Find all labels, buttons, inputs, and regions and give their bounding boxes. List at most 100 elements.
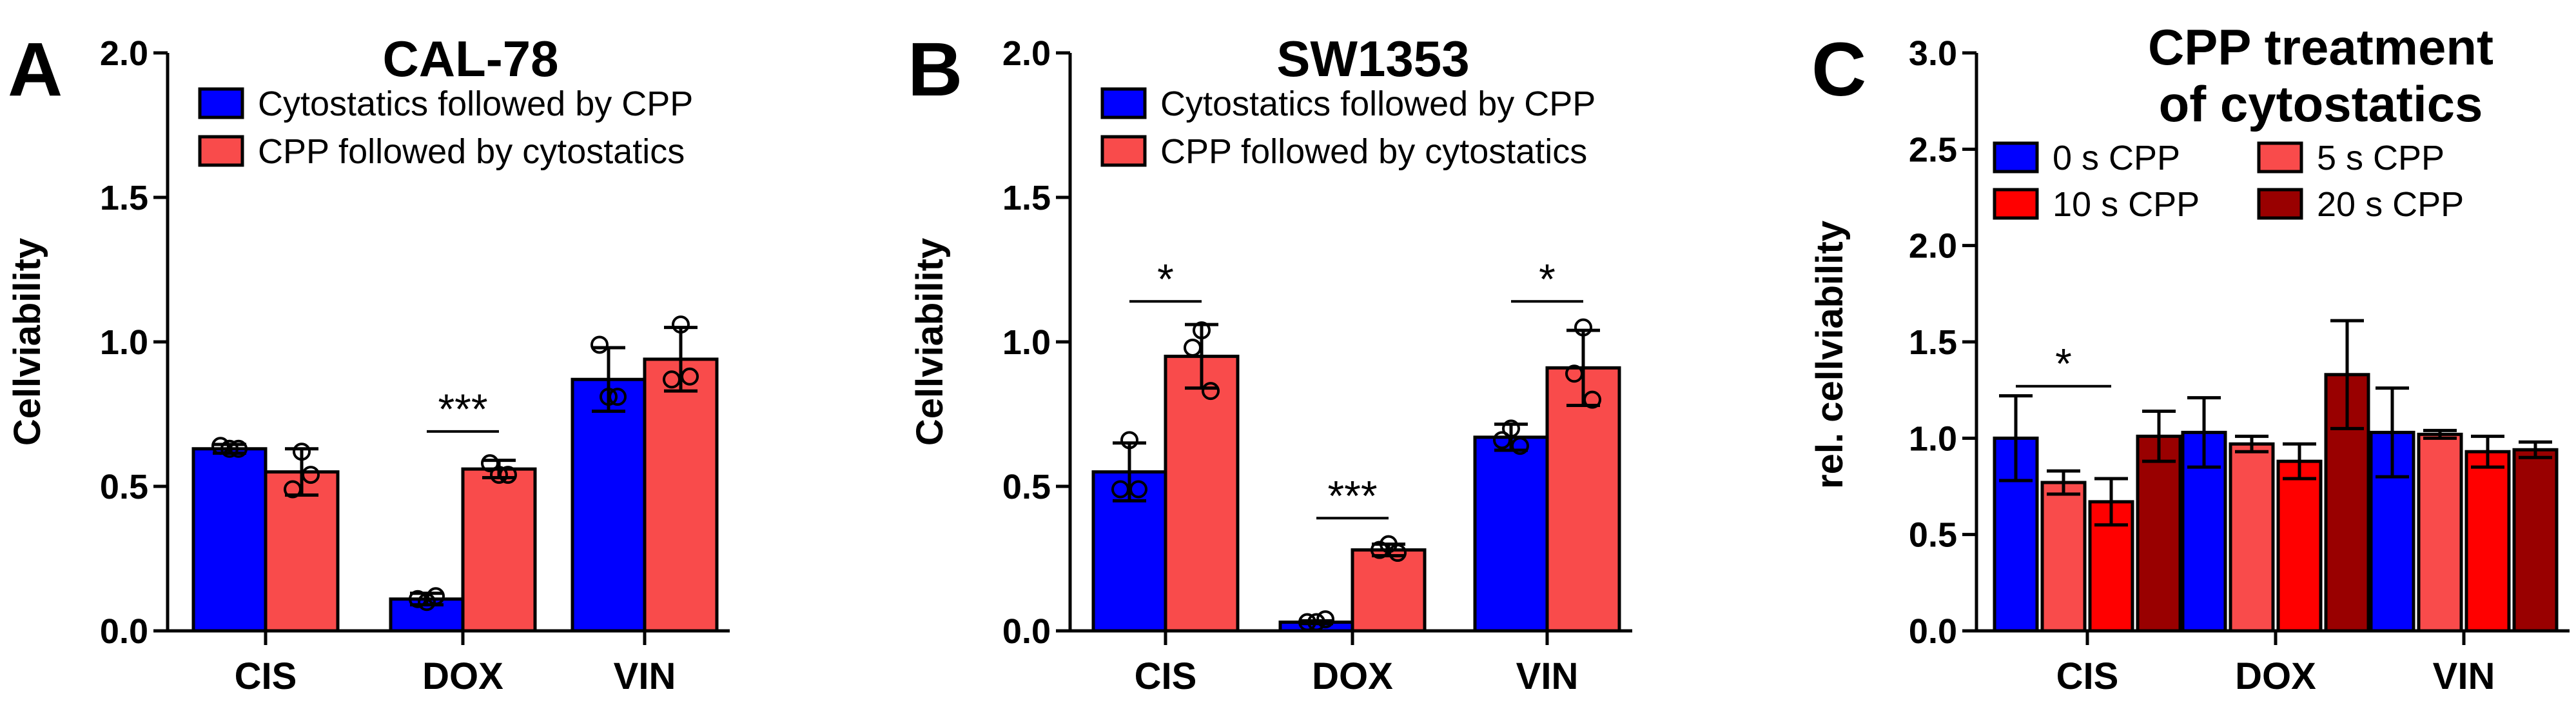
bar (1473, 435, 1549, 633)
data-point (409, 590, 427, 608)
chart-title: CPP treatment (2148, 19, 2493, 75)
y-tick-label: 0.5 (100, 468, 148, 506)
legend-label: 10 s CPP (2053, 185, 2200, 224)
bar (2512, 448, 2559, 633)
y-tick-label: 0.0 (1909, 612, 1957, 651)
significance-label: * (1539, 255, 1556, 303)
data-point (211, 437, 229, 455)
chart-title: SW1353 (1276, 30, 1469, 87)
legend-label: CPP followed by cytostatics (1160, 132, 1587, 171)
bar (1545, 366, 1621, 633)
panel-letter: B (908, 27, 962, 112)
bar (2417, 432, 2463, 633)
legend-swatch (1993, 188, 2039, 220)
data-point (1371, 541, 1389, 559)
y-axis-label: rel. cellviability (1809, 221, 1851, 489)
y-tick-label: 1.5 (1002, 179, 1051, 217)
data-point (293, 443, 311, 461)
x-tick-label: CIS (1135, 655, 1197, 697)
bar (191, 447, 268, 633)
chart-title: CAL-78 (382, 30, 558, 87)
legend-swatch (1100, 87, 1147, 119)
data-point (1574, 318, 1592, 337)
data-point (672, 315, 690, 334)
legend-swatch (2257, 188, 2303, 220)
bar (2464, 450, 2511, 633)
bar (1164, 354, 1240, 633)
panel-letter: C (1811, 27, 1866, 112)
bar (2136, 434, 2182, 633)
significance-label: * (1157, 255, 1174, 303)
y-tick-label: 0.5 (1002, 468, 1051, 506)
data-point (229, 439, 248, 458)
legend-swatch (198, 87, 244, 119)
data-point (499, 466, 517, 484)
data-point (220, 439, 239, 458)
bar (571, 377, 647, 633)
data-point (1316, 610, 1334, 629)
data-point (1111, 480, 1129, 499)
data-point (481, 454, 499, 473)
y-tick-label: 3.0 (1909, 34, 1957, 73)
y-tick-label: 2.5 (1909, 130, 1957, 169)
data-point (1193, 321, 1211, 340)
x-tick-label: VIN (2433, 655, 2495, 697)
y-tick-label: 0.0 (1002, 612, 1051, 651)
data-point (490, 466, 508, 484)
y-axis-label: Cellviability (909, 238, 951, 446)
legend: Cytostatics followed by CPP CPP followed … (1100, 85, 1595, 171)
y-tick-label: 0.5 (1909, 516, 1957, 555)
y-tick-label: 2.0 (100, 34, 148, 73)
y-tick-label: 2.0 (1909, 227, 1957, 266)
legend-label: CPP followed by cytostatics (258, 132, 685, 171)
x-tick-label: CIS (2056, 655, 2119, 697)
data-point (1202, 382, 1220, 401)
x-tick-label: DOX (422, 655, 503, 697)
bar (461, 467, 537, 633)
chart-title-line2: of cytostatics (2159, 75, 2483, 132)
data-point (1389, 544, 1407, 562)
y-tick-label: 1.0 (100, 323, 148, 362)
data-point (1307, 613, 1325, 631)
bar (2229, 442, 2275, 633)
panel-b: B SW1353 Cellviability 0.0 0.5 1.0 1.5 2.0 CIS DO… (908, 27, 1632, 697)
x-tick-label: DOX (1312, 655, 1393, 697)
data-point (1298, 613, 1316, 631)
legend-label: 5 s CPP (2317, 139, 2444, 177)
legend-swatch (2257, 141, 2303, 174)
legend-swatch (1100, 135, 1147, 167)
data-point (681, 367, 699, 386)
data-point (1493, 431, 1511, 450)
data-point (600, 388, 618, 406)
data-point (663, 370, 681, 389)
data-point (1184, 338, 1202, 357)
data-point (284, 480, 302, 499)
bar (1351, 548, 1427, 633)
y-tick-label: 1.5 (1909, 323, 1957, 362)
legend-label: Cytostatics followed by CPP (1160, 85, 1595, 123)
panel-a: A CAL-78 Cellviability 0.0 0.5 1.0 1.5 2.0 CIS DO… (6, 27, 730, 697)
legend: 0 s CPP 5 s CPP 10 s CPP 20 s CPP (1993, 139, 2464, 224)
significance-label: * (2055, 340, 2072, 388)
data-point (1583, 390, 1601, 409)
panel-letter: A (8, 27, 63, 112)
y-tick-label: 0.0 (100, 612, 148, 651)
data-point (590, 335, 609, 354)
legend-label: Cytostatics followed by CPP (258, 85, 693, 123)
legend: Cytostatics followed by CPP CPP followed … (198, 85, 693, 171)
data-point (302, 466, 320, 484)
x-tick-label: VIN (614, 655, 676, 697)
data-point (418, 593, 436, 612)
y-axis-label: Cellviability (6, 238, 48, 446)
significance-label: *** (438, 385, 487, 433)
legend-label: 20 s CPP (2317, 185, 2464, 224)
data-point (1120, 431, 1138, 450)
y-tick-label: 1.0 (1909, 419, 1957, 458)
legend-swatch (1993, 141, 2039, 174)
y-tick-label: 1.0 (1002, 323, 1051, 362)
bar (264, 470, 340, 633)
data-point (427, 587, 445, 606)
y-tick-label: 1.5 (100, 179, 148, 217)
